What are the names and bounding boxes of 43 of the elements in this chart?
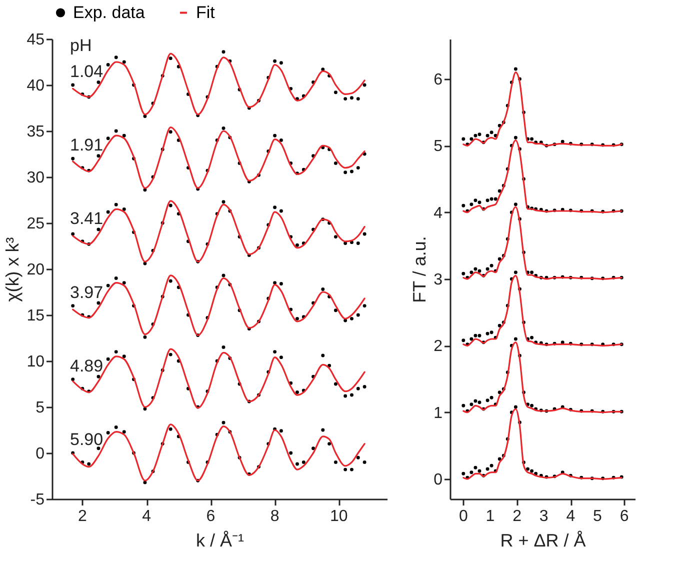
annotation: 3.97 <box>70 282 104 302</box>
x-tick-label: 10 <box>330 508 348 525</box>
y-axis-title: FT / a.u. <box>410 236 430 303</box>
x-axis-title: k / Å⁻¹ <box>196 530 244 550</box>
y-tick-label: 45 <box>26 32 45 48</box>
x-tick-label: 2 <box>78 508 87 525</box>
y-tick-label: 6 <box>434 72 443 88</box>
annotation: 3.41 <box>70 209 104 228</box>
y-tick-label: 20 <box>26 262 45 278</box>
y-tick-label: 1 <box>434 404 443 422</box>
x-tick-label: 6 <box>206 508 216 525</box>
y-tick-label: 0 <box>36 446 45 462</box>
x-axis-title: R + ΔR / Å <box>500 530 586 550</box>
y-tick-label: 25 <box>26 216 45 232</box>
x-tick-label: 4 <box>566 508 576 525</box>
y-tick-label: 40 <box>26 78 45 94</box>
y-axis-title: χ(k) x k³ <box>2 237 23 302</box>
y-tick-label: 5 <box>434 138 443 156</box>
x-tick-label: 5 <box>593 508 602 525</box>
y-tick-label: 15 <box>26 308 45 324</box>
y-tick-label: 5 <box>36 400 45 416</box>
x-tick-label: 6 <box>620 508 629 525</box>
annotation: 1.91 <box>70 136 104 155</box>
y-tick-label: 4 <box>434 204 443 222</box>
y-tick-label: 10 <box>26 354 45 370</box>
annotation: 4.89 <box>70 356 104 376</box>
annotation: 5.90 <box>70 430 104 449</box>
y-tick-label: 3 <box>434 272 443 288</box>
annotation: 1.04 <box>70 62 104 81</box>
x-tick-label: 3 <box>539 508 548 525</box>
x-tick-label: 0 <box>458 508 468 525</box>
x-tick-label: 2 <box>512 508 522 525</box>
y-tick-label: 2 <box>434 338 443 356</box>
y-tick-label: 35 <box>26 124 45 140</box>
annotation: pH <box>70 36 92 55</box>
x-tick-label: 4 <box>142 508 152 525</box>
y-tick-label: 30 <box>26 170 45 186</box>
legend-label: Fit <box>196 2 216 22</box>
x-tick-label: 1 <box>486 508 495 525</box>
y-tick-label: 0 <box>434 472 443 488</box>
y-tick-label: -5 <box>30 492 45 508</box>
x-tick-label: 8 <box>270 508 280 525</box>
legend-label: Exp. data <box>73 2 146 22</box>
